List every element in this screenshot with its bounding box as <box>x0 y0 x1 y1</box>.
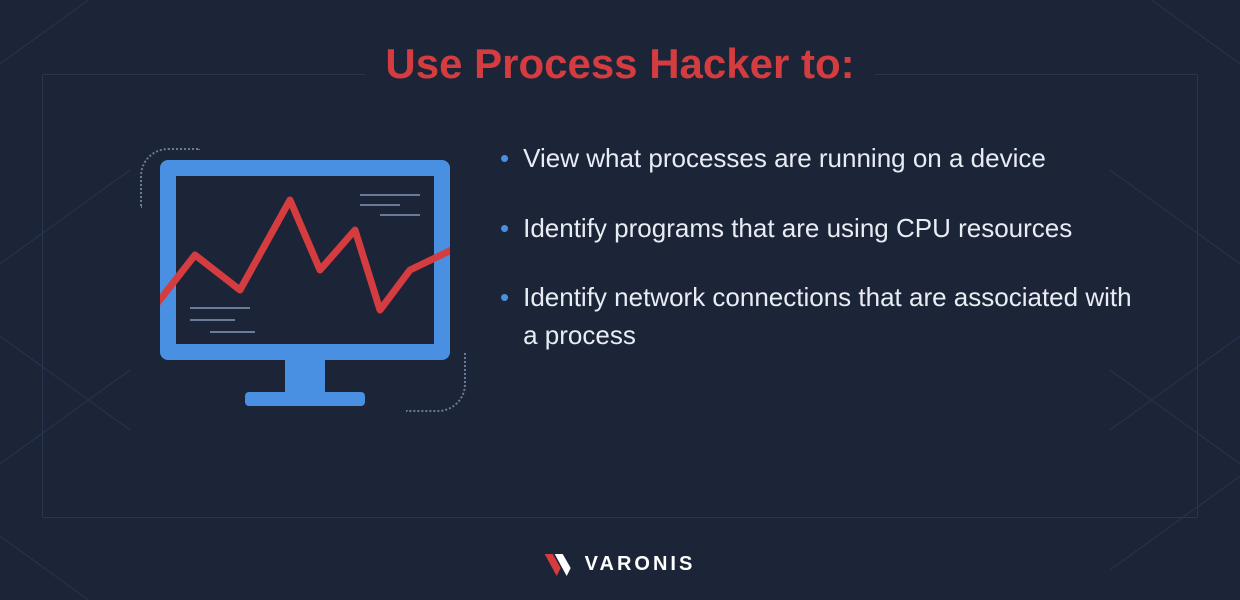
list-item: • View what processes are running on a d… <box>500 140 1140 178</box>
list-item-text: Identify network connections that are as… <box>523 279 1140 354</box>
content-row: • View what processes are running on a d… <box>100 130 1140 430</box>
list-item-text: View what processes are running on a dev… <box>523 140 1046 178</box>
brand-logo: VARONIS <box>545 553 696 576</box>
page-title: Use Process Hacker to: <box>365 40 874 88</box>
brand-chevron-icon <box>545 554 577 576</box>
list-item: • Identify programs that are using CPU r… <box>500 210 1140 248</box>
brand-name: VARONIS <box>585 553 696 576</box>
list-item: • Identify network connections that are … <box>500 279 1140 354</box>
bullet-icon: • <box>500 210 509 248</box>
monitor-illustration <box>100 130 480 430</box>
feature-list: • View what processes are running on a d… <box>500 130 1140 387</box>
list-item-text: Identify programs that are using CPU res… <box>523 210 1072 248</box>
monitor-icon <box>160 160 450 420</box>
bullet-icon: • <box>500 279 509 317</box>
bullet-icon: • <box>500 140 509 178</box>
